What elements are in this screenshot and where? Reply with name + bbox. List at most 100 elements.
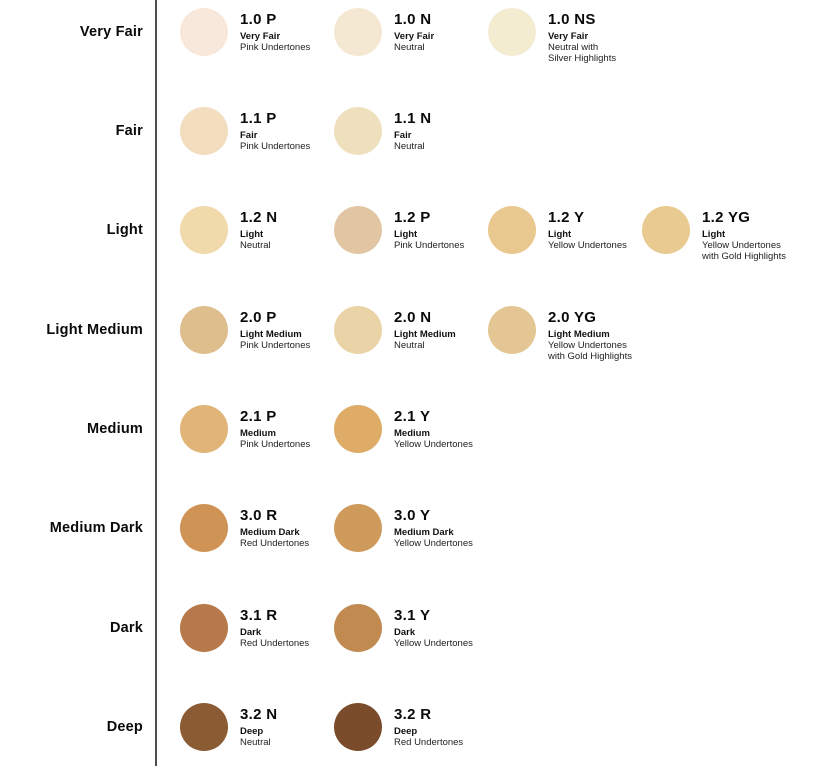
shade-info: 1.0 P Very Fair Pink Undertones — [240, 11, 358, 53]
shade-circle — [334, 405, 382, 453]
row-label-fair: Fair — [115, 123, 143, 139]
shade-swatch-group: 2.0 N Light Medium Neutral — [334, 306, 484, 402]
shade-undertone-text: Neutral with — [548, 42, 599, 53]
shade-code: 1.1 P — [240, 110, 277, 127]
shade-code: 3.2 R — [394, 706, 432, 723]
shade-info: 2.0 N Light Medium Neutral — [394, 309, 512, 351]
shade-circle — [334, 107, 382, 155]
shade-info: 1.2 YG Light Yellow Undertones with Gold Hi… — [702, 209, 820, 262]
shade-info: 3.1 Y Dark Yellow Undertones — [394, 607, 512, 649]
shade-undertone-text: Pink Undertones — [240, 340, 311, 351]
shade-undertone-text: Yellow Undertones — [548, 340, 627, 351]
shade-circle — [642, 206, 690, 254]
shade-code: 1.0 N — [394, 11, 432, 28]
shade-info: 1.0 NS Very Fair Neutral with Silver Highli… — [548, 11, 666, 64]
shade-circle — [334, 604, 382, 652]
shade-undertone-text: Red Undertones — [240, 638, 310, 649]
shade-depth-name: Fair — [240, 130, 258, 141]
shade-undertone-text: Pink Undertones — [394, 240, 465, 251]
shade-undertone-text: Neutral — [394, 42, 425, 53]
shade-info: 2.0 P Light Medium Pink Undertones — [240, 309, 358, 351]
shade-undertone-text: Pink Undertones — [240, 439, 311, 450]
shade-info: 1.2 P Light Pink Undertones — [394, 209, 512, 251]
shade-depth-name: Medium Dark — [394, 527, 454, 538]
shade-swatch-group: 1.2 Y Light Yellow Undertones — [488, 206, 638, 302]
shade-undertone-text: Neutral — [240, 737, 271, 748]
shade-circle — [180, 405, 228, 453]
shade-depth-name: Very Fair — [240, 31, 281, 42]
shade-circle — [334, 504, 382, 552]
shade-depth-name: Light Medium — [394, 329, 456, 340]
shade-circle — [334, 306, 382, 354]
shade-depth-name: Dark — [394, 627, 416, 638]
shade-swatch-group: 1.2 N Light Neutral — [180, 206, 330, 302]
shade-depth-name: Deep — [240, 726, 264, 737]
shade-undertone-text: Silver Highlights — [548, 53, 617, 64]
shade-code: 1.2 P — [394, 209, 431, 226]
shade-swatch-group: 1.2 YG Light Yellow Undertones with Gold Hi… — [642, 206, 792, 302]
shade-swatch-group: 1.0 N Very Fair Neutral — [334, 8, 484, 104]
shade-code: 3.2 N — [240, 706, 278, 723]
shade-info: 3.1 R Dark Red Undertones — [240, 607, 358, 649]
shade-depth-name: Fair — [394, 130, 412, 141]
shade-swatch-group: 3.2 R Deep Red Undertones — [334, 703, 484, 766]
shade-depth-name: Light — [702, 229, 726, 240]
shade-undertone-text: Yellow Undertones — [394, 638, 473, 649]
shade-swatch-group: 1.0 P Very Fair Pink Undertones — [180, 8, 330, 104]
shade-depth-name: Dark — [240, 627, 262, 638]
vertical-divider — [155, 0, 157, 766]
shade-depth-name: Very Fair — [548, 31, 589, 42]
shade-code: 1.2 Y — [548, 209, 585, 226]
shade-undertone-text: Pink Undertones — [240, 141, 311, 152]
shade-undertone-text: Neutral — [240, 240, 271, 251]
shade-circle — [180, 604, 228, 652]
shade-code: 2.1 Y — [394, 408, 431, 425]
shade-swatch-group: 3.0 Y Medium Dark Yellow Undertones — [334, 504, 484, 600]
shade-depth-name: Deep — [394, 726, 418, 737]
shade-undertone-text: Yellow Undertones — [548, 240, 627, 251]
shade-info: 3.0 Y Medium Dark Yellow Undertones — [394, 507, 512, 549]
shade-code: 2.1 P — [240, 408, 277, 425]
shade-info: 1.2 N Light Neutral — [240, 209, 358, 251]
shade-swatch-group: 3.1 Y Dark Yellow Undertones — [334, 604, 484, 700]
shade-info: 1.1 N Fair Neutral — [394, 110, 512, 152]
shade-undertone-text: with Gold Highlights — [548, 351, 632, 362]
shade-undertone-text: Pink Undertones — [240, 42, 311, 53]
shade-circle — [180, 206, 228, 254]
row-label-medium: Medium — [87, 421, 143, 437]
shade-circle — [488, 206, 536, 254]
shade-undertone-text: Red Undertones — [394, 737, 464, 748]
shade-depth-name: Light — [240, 229, 264, 240]
shade-code: 1.2 YG — [702, 209, 751, 226]
shade-depth-name: Light Medium — [240, 329, 302, 340]
shade-info: 2.1 Y Medium Yellow Undertones — [394, 408, 512, 450]
row-label-deep: Deep — [106, 719, 143, 735]
shade-undertone-text: Yellow Undertones — [394, 538, 473, 549]
shade-code: 1.2 N — [240, 209, 278, 226]
shade-swatch-group: 3.2 N Deep Neutral — [180, 703, 330, 766]
shade-info: 1.0 N Very Fair Neutral — [394, 11, 512, 53]
shade-swatch-group: 2.0 YG Light Medium Yellow Undertones with … — [488, 306, 638, 402]
shade-swatch-group: 2.1 P Medium Pink Undertones — [180, 405, 330, 501]
shade-circle — [488, 306, 536, 354]
shade-undertone-text: Yellow Undertones — [394, 439, 473, 450]
shade-depth-name: Light — [394, 229, 418, 240]
shade-circle — [180, 107, 228, 155]
shade-swatch-group: 3.1 R Dark Red Undertones — [180, 604, 330, 700]
row-label-light: Light — [106, 222, 143, 238]
shade-circle — [488, 8, 536, 56]
shade-swatch-group: 2.1 Y Medium Yellow Undertones — [334, 405, 484, 501]
shade-code: 2.0 YG — [548, 309, 597, 326]
shade-code: 2.0 P — [240, 309, 277, 326]
shade-info: 1.1 P Fair Pink Undertones — [240, 110, 358, 152]
shade-code: 3.0 Y — [394, 507, 431, 524]
shade-code: 2.0 N — [394, 309, 432, 326]
shade-info: 2.0 YG Light Medium Yellow Undertones with … — [548, 309, 666, 362]
shade-circle — [180, 504, 228, 552]
shade-info: 3.2 N Deep Neutral — [240, 706, 358, 748]
shade-circle — [334, 8, 382, 56]
shade-swatch-group: 3.0 R Medium Dark Red Undertones — [180, 504, 330, 600]
shade-circle — [334, 206, 382, 254]
shade-depth-name: Medium Dark — [240, 527, 300, 538]
